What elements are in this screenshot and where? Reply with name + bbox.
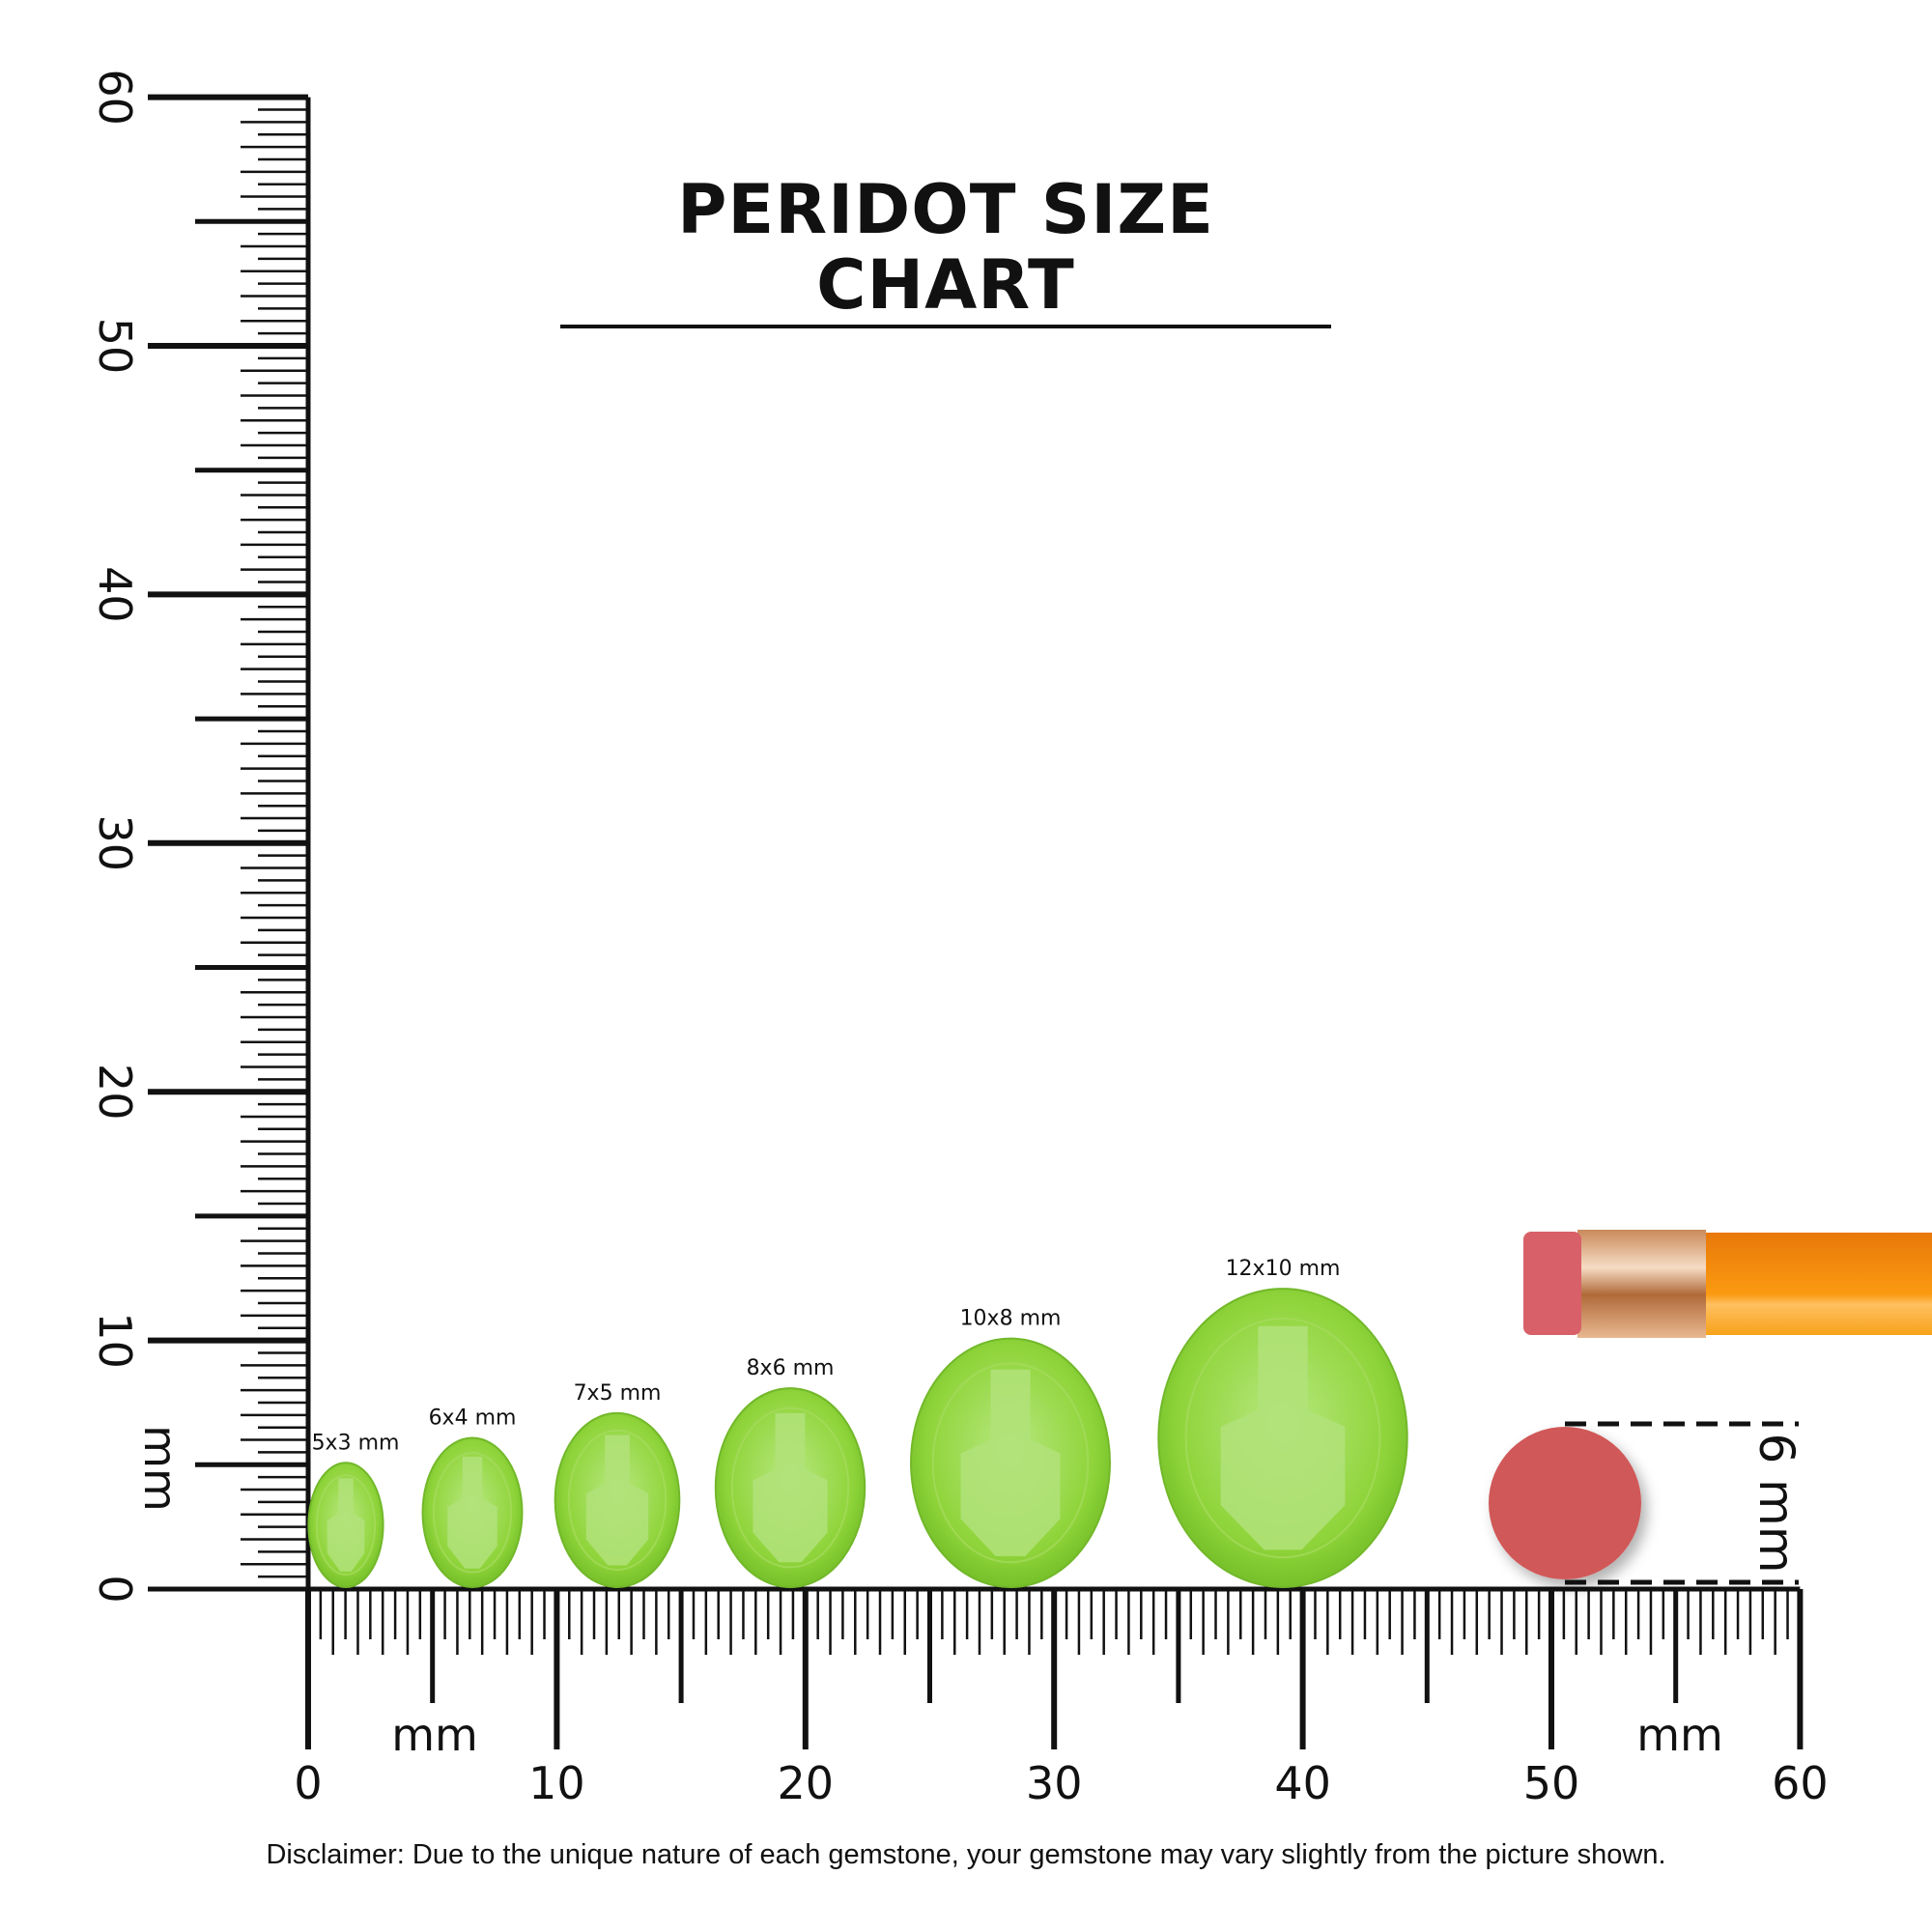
horizontal-tick-label: 50 xyxy=(1523,1757,1580,1809)
pencil-illustration xyxy=(1523,1230,1932,1338)
gem-5x3-mm: 5x3 mm xyxy=(307,1431,400,1589)
vertical-tick-label: 20 xyxy=(89,1064,141,1121)
disclaimer-text: Disclaimer: Due to the unique nature of … xyxy=(266,1839,1666,1870)
gem-table-facet xyxy=(585,1435,649,1566)
gem-table-facet xyxy=(1220,1325,1346,1550)
gem-table-facet xyxy=(327,1478,365,1572)
gem-facet-ring xyxy=(730,1406,850,1569)
gem-facet-ring xyxy=(315,1474,377,1577)
gem-facet-ring xyxy=(931,1362,1090,1564)
horizontal-unit-label-right: mm xyxy=(1636,1709,1723,1761)
horizontal-tick-label: 40 xyxy=(1274,1757,1331,1809)
pencil-eraser xyxy=(1523,1232,1581,1335)
gem-size-label: 5x3 mm xyxy=(312,1431,400,1455)
horizontal-tick-label: 30 xyxy=(1026,1757,1083,1809)
horizontal-tick-label: 0 xyxy=(294,1757,322,1809)
gem-table-facet xyxy=(447,1456,497,1569)
gem-6x4-mm: 6x4 mm xyxy=(421,1406,524,1589)
vertical-tick-label: 60 xyxy=(89,69,141,126)
eraser-reference-circle xyxy=(1489,1427,1641,1579)
gem-size-label: 10x8 mm xyxy=(960,1307,1062,1331)
pencil-ferrule xyxy=(1577,1230,1706,1338)
horizontal-tick-label: 60 xyxy=(1772,1757,1829,1809)
vertical-tick-label: 10 xyxy=(89,1312,141,1369)
reference-size-label: 6 mm xyxy=(1748,1433,1804,1573)
gem-12x10-mm: 12x10 mm xyxy=(1157,1257,1408,1589)
gem-facet-ring xyxy=(567,1429,668,1571)
gem-size-label: 12x10 mm xyxy=(1226,1257,1341,1281)
gem-facet-ring xyxy=(1184,1318,1381,1559)
page-title: PERIDOT SIZE CHART xyxy=(560,172,1331,328)
gem-8x6-mm: 8x6 mm xyxy=(714,1356,867,1589)
pencil-body xyxy=(1704,1233,1932,1335)
horizontal-tick-label: 10 xyxy=(528,1757,585,1809)
gem-size-label: 8x6 mm xyxy=(747,1356,835,1380)
vertical-tick-label: 0 xyxy=(89,1575,141,1603)
horizontal-unit-label-left: mm xyxy=(391,1709,478,1761)
vertical-tick-label: 50 xyxy=(89,318,141,375)
gem-size-label: 7x5 mm xyxy=(574,1381,662,1406)
gem-10x8-mm: 10x8 mm xyxy=(910,1307,1111,1589)
gem-facet-ring xyxy=(432,1452,513,1574)
vertical-tick-label: 30 xyxy=(89,815,141,872)
vertical-tick-label: 40 xyxy=(89,566,141,623)
vertical-unit-label: mm xyxy=(134,1425,186,1512)
horizontal-tick-label: 20 xyxy=(778,1757,835,1809)
gem-size-label: 6x4 mm xyxy=(429,1406,517,1431)
gem-table-facet xyxy=(753,1412,828,1563)
gem-table-facet xyxy=(960,1369,1061,1556)
gem-7x5-mm: 7x5 mm xyxy=(554,1381,681,1589)
